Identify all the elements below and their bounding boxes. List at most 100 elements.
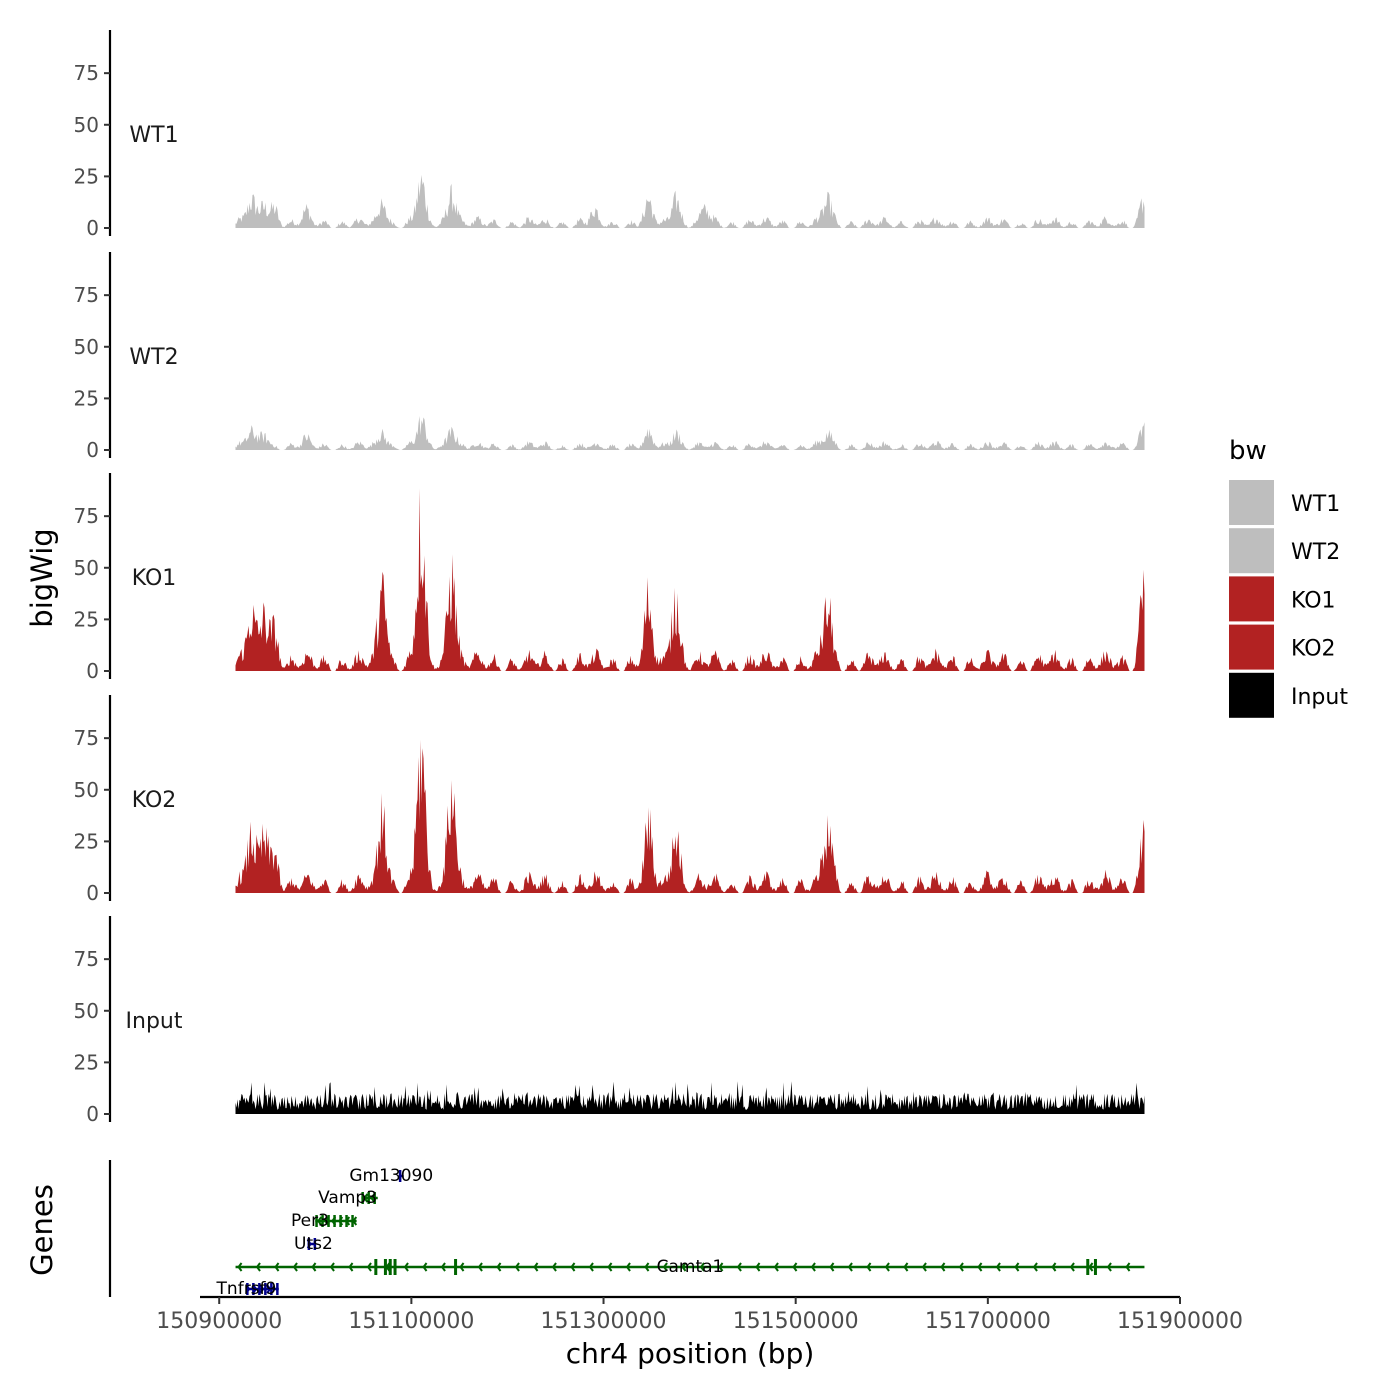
strand-arrow xyxy=(459,1262,465,1272)
strand-arrow xyxy=(1051,1262,1057,1272)
strand-arrow xyxy=(477,1262,483,1272)
x-tick-label: 151100000 xyxy=(348,1309,474,1334)
x-tick-label: 151700000 xyxy=(925,1309,1051,1334)
exon xyxy=(252,1283,255,1295)
panel-wt1: 0 25 50 75 WT1 xyxy=(74,30,1145,240)
y-tick-label: 0 xyxy=(86,1102,99,1126)
x-axis-title: chr4 position (bp) xyxy=(566,1337,815,1370)
y-tick-label: 50 xyxy=(74,335,99,359)
y-tick-label: 25 xyxy=(74,386,99,410)
strand-arrow xyxy=(363,1193,369,1203)
strand-arrow xyxy=(792,1262,798,1272)
legend-label: WT2 xyxy=(1291,540,1340,565)
legend-label: WT1 xyxy=(1291,492,1340,517)
x-axis: 150900000 151100000 151300000 151500000 1517… xyxy=(156,1295,1243,1370)
strand-arrow xyxy=(958,1262,964,1272)
strand-arrow xyxy=(662,1262,668,1272)
strand-arrow xyxy=(259,1284,265,1294)
legend-label: Input xyxy=(1291,685,1348,710)
track-label-ko2: KO2 xyxy=(132,788,177,813)
exon xyxy=(313,1238,317,1250)
y-tick-label: 50 xyxy=(74,113,99,137)
strand-arrow xyxy=(292,1262,298,1272)
exon xyxy=(270,1283,273,1295)
strand-arrow xyxy=(403,1262,409,1272)
strand-arrow xyxy=(1106,1262,1112,1272)
strand-arrow xyxy=(274,1262,280,1272)
genes-track-label: Genes xyxy=(25,1184,59,1276)
legend-label: KO2 xyxy=(1291,637,1336,662)
track-label-input: Input xyxy=(126,1009,183,1034)
gene-camta1: Camta1 xyxy=(235,1257,1145,1277)
strand-arrow xyxy=(977,1262,983,1272)
exon xyxy=(388,1259,392,1275)
y-tick-label: 0 xyxy=(86,881,99,905)
strand-arrow xyxy=(1088,1262,1094,1272)
gene-gm13090: Gm13090 xyxy=(349,1166,433,1186)
strand-arrow xyxy=(829,1262,835,1272)
strand-arrow xyxy=(329,1262,335,1272)
exon xyxy=(333,1215,336,1227)
strand-arrow xyxy=(607,1262,613,1272)
exon xyxy=(307,1238,311,1250)
exon xyxy=(264,1283,267,1295)
x-tick-label: 150900000 xyxy=(156,1309,282,1334)
exon xyxy=(246,1283,249,1295)
y-tick-label: 50 xyxy=(74,999,99,1023)
gene-uts2: Uts2 xyxy=(294,1234,333,1254)
panel-ko2: 0 25 50 75 KO2 xyxy=(74,695,1145,905)
strand-arrow xyxy=(681,1262,687,1272)
exon xyxy=(374,1259,378,1275)
x-tick-label: 151900000 xyxy=(1117,1309,1243,1334)
legend-item-ko2: KO2 xyxy=(1229,624,1336,670)
exon xyxy=(367,1192,370,1204)
strand-arrow xyxy=(514,1262,520,1272)
exon xyxy=(1093,1259,1097,1275)
y-tick-label: 0 xyxy=(86,659,99,683)
strand-arrow xyxy=(311,1262,317,1272)
track-label-wt2: WT2 xyxy=(129,345,178,370)
track-label-ko1: KO1 xyxy=(132,566,177,591)
exon xyxy=(339,1215,342,1227)
gene-tnfrsf9: Tnfrsf9 xyxy=(216,1279,279,1299)
strand-arrow xyxy=(810,1262,816,1272)
y-tick-label: 25 xyxy=(74,164,99,188)
y-tick-label: 0 xyxy=(86,438,99,462)
track-panels: 0 25 50 75 WT1 0 25 50 75 WT2 0 25 50 75 KO1 0 25 50 75 KO2… xyxy=(74,30,1145,1126)
strand-arrow xyxy=(699,1262,705,1272)
exon xyxy=(393,1259,397,1275)
strand-arrow xyxy=(755,1262,761,1272)
strand-arrow xyxy=(736,1262,742,1272)
gene-label: Gm13090 xyxy=(349,1166,433,1186)
strand-arrow xyxy=(422,1262,428,1272)
y-tick-label: 75 xyxy=(74,504,99,528)
strand-arrow xyxy=(866,1262,872,1272)
legend-item-ko1: KO1 xyxy=(1229,576,1336,622)
strand-arrow xyxy=(847,1262,853,1272)
strand-arrow xyxy=(1125,1262,1131,1272)
gene-label: Vamp3 xyxy=(318,1188,377,1208)
exon xyxy=(258,1283,261,1295)
gene-vamp3: Vamp3 xyxy=(318,1188,378,1208)
coverage-area-input xyxy=(235,1081,1145,1114)
y-tick-label: 75 xyxy=(74,283,99,307)
y-tick-label: 50 xyxy=(74,556,99,580)
strand-arrow xyxy=(1069,1262,1075,1272)
panel-wt2: 0 25 50 75 WT2 xyxy=(74,252,1145,462)
legend-swatch xyxy=(1229,672,1274,718)
gene-label: Camta1 xyxy=(657,1257,724,1277)
legend-swatch xyxy=(1229,480,1274,525)
legend-item-wt1: WT1 xyxy=(1229,480,1340,525)
strand-arrow xyxy=(1032,1262,1038,1272)
strand-arrow xyxy=(625,1262,631,1272)
y-tick-label: 50 xyxy=(74,778,99,802)
legend-swatch xyxy=(1229,528,1274,574)
legend-title: bw xyxy=(1229,436,1267,466)
strand-arrow xyxy=(903,1262,909,1272)
strand-arrow xyxy=(995,1262,1001,1272)
x-tick-label: 151500000 xyxy=(733,1309,859,1334)
exon xyxy=(398,1170,402,1182)
strand-arrow xyxy=(366,1262,372,1272)
strand-arrow xyxy=(570,1262,576,1272)
